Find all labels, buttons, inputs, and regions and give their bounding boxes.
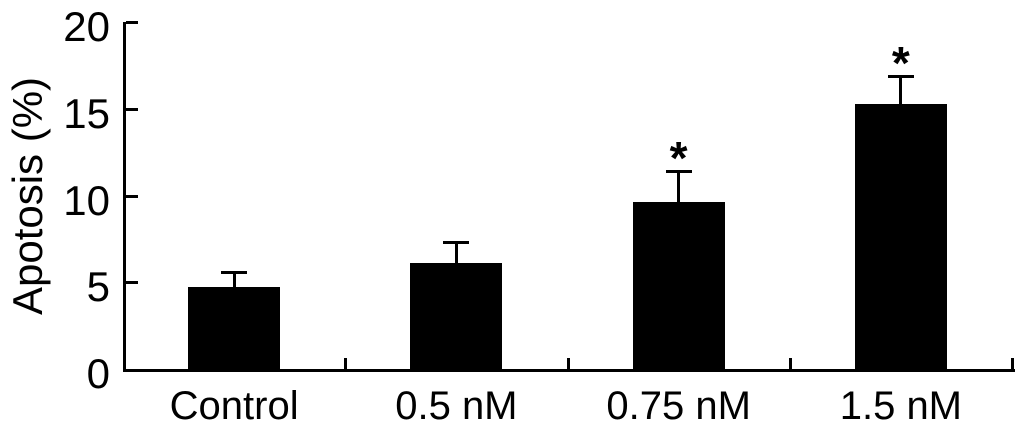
x-tick: [344, 358, 348, 369]
error-bar-cap: [443, 241, 470, 245]
bar: [188, 287, 281, 369]
x-category-label: 0.75 nM: [606, 384, 751, 428]
error-bar-stem: [899, 75, 903, 104]
y-tick-label: 15: [63, 89, 110, 137]
y-tick: [126, 194, 138, 198]
y-axis-line: [123, 22, 126, 372]
x-category-label: Control: [169, 384, 299, 428]
y-tick-label: 5: [86, 263, 110, 311]
bar: [854, 103, 947, 369]
x-axis-line: [123, 369, 1015, 372]
error-bar-stem: [454, 242, 458, 264]
x-tick: [788, 358, 792, 369]
error-bar-cap: [221, 270, 248, 274]
y-tick-label: 0: [86, 350, 110, 397]
y-tick: [126, 281, 138, 285]
x-tick: [1011, 358, 1014, 369]
y-tick: [126, 21, 138, 24]
bar: [410, 263, 503, 369]
y-tick-label: 10: [63, 176, 110, 224]
y-tick-label: 20: [63, 3, 110, 50]
significance-asterisk: *: [891, 36, 910, 89]
x-tick: [566, 358, 570, 369]
y-tick: [126, 107, 138, 111]
x-category-label: 0.5 nM: [395, 384, 518, 428]
significance-asterisk: *: [669, 132, 688, 185]
error-bar-cap: [887, 74, 914, 78]
x-category-label: 1.5 nM: [839, 384, 963, 428]
error-bar-cap: [665, 170, 692, 174]
error-bar-stem: [232, 271, 236, 288]
bar: [632, 202, 725, 369]
error-bar-stem: [677, 171, 681, 203]
